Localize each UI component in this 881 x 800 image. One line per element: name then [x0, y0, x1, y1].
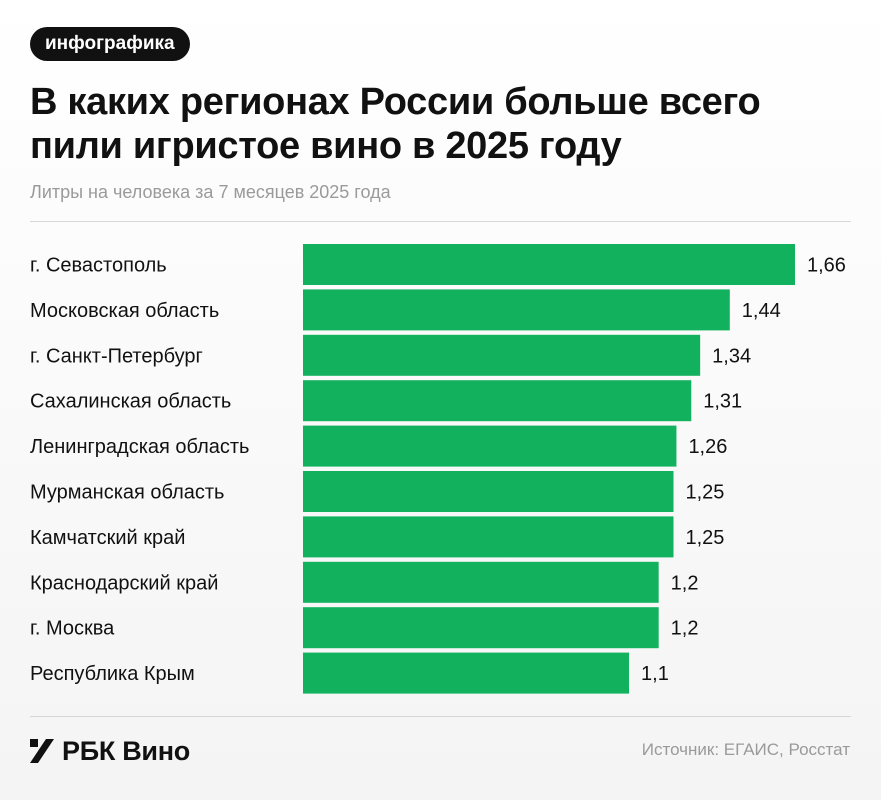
logo-text: РБК Вино: [62, 735, 190, 766]
rbc-slash-icon: [30, 739, 54, 763]
bar: [303, 289, 730, 331]
bar: [303, 561, 659, 603]
value-label: 1,2: [671, 618, 699, 640]
category-label: г. Севастополь: [30, 255, 167, 277]
category-label: Республика Крым: [30, 663, 195, 685]
bottom-divider: [30, 716, 851, 717]
value-label: 1,25: [685, 482, 724, 504]
value-label: 1,66: [807, 255, 846, 277]
value-label: 1,1: [641, 663, 669, 685]
value-label: 1,25: [685, 527, 724, 549]
chart-title: В каких регионах России больше всего пил…: [30, 81, 761, 167]
category-label: Краснодарский край: [30, 572, 218, 594]
top-divider: [30, 221, 851, 222]
bar: [303, 334, 701, 376]
bar: [303, 425, 677, 467]
bar: [303, 244, 795, 285]
bar: [303, 652, 630, 694]
category-label: г. Санкт-Петербург: [30, 345, 203, 367]
category-label: Ленинградская область: [30, 436, 249, 458]
category-label: Сахалинская область: [30, 391, 231, 413]
category-label: Камчатский край: [30, 527, 185, 549]
value-label: 1,31: [703, 391, 742, 413]
value-label: 1,34: [712, 345, 751, 367]
infographic-badge: инфографика: [30, 27, 190, 61]
value-label: 1,44: [742, 300, 781, 322]
source-note: Источник: ЕГАИС, Росстат: [641, 740, 850, 759]
bar: [303, 380, 692, 422]
value-label: 1,2: [671, 572, 699, 594]
bar: [303, 471, 674, 512]
category-label: г. Москва: [30, 618, 115, 640]
chart-subtitle: Литры на человека за 7 месяцев 2025 года: [30, 182, 391, 202]
bar: [303, 516, 674, 558]
bar: [303, 607, 659, 649]
category-label: Московская область: [30, 300, 219, 322]
rbc-wine-logo: РБК Вино: [30, 735, 190, 767]
value-label: 1,26: [688, 436, 727, 458]
category-label: Мурманская область: [30, 482, 224, 504]
